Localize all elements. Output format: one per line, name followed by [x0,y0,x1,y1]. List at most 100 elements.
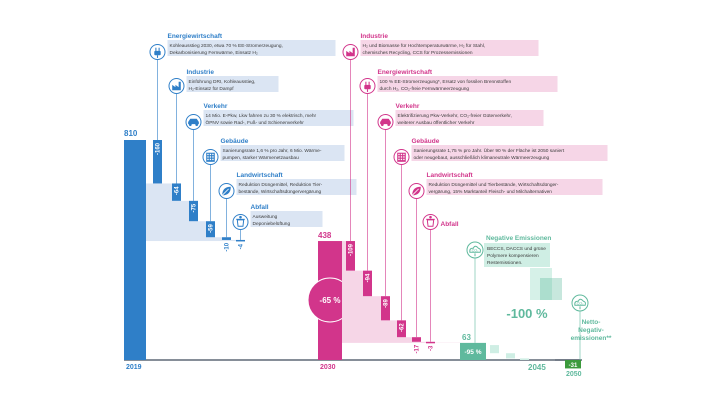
sector-title: Abfall [251,204,269,211]
icon-shape [212,158,214,161]
year-label-2045: 2045 [528,363,546,372]
bar-value: -59 [209,224,215,233]
pct-label-2030: -65 % [320,296,341,305]
desc-box [220,145,345,161]
icon-shape [365,81,367,85]
icon-shape [366,89,369,92]
icon-ring [232,214,249,230]
bar-value: -64 [175,186,181,195]
step-shade [172,200,189,242]
bar-delta-industrie [346,241,355,271]
icon-shape [221,188,229,196]
icon-shape [188,123,192,127]
sector-title: Energiewirtschaft [168,33,223,40]
icon-shape [400,153,403,156]
waste-icon [422,214,439,230]
icon-text: CO₂ [472,249,479,253]
sector-title: Landwirtschaft [237,172,284,179]
bar-value: -10 [225,242,231,251]
icon-shape [209,153,212,156]
bar-2045 [460,342,486,360]
pct-label-100: -100 % [506,306,548,321]
co2-cloud-icon: CO₂ [571,294,589,312]
leaf-icon [408,183,425,199]
step-shade [342,241,346,343]
desc-box [484,243,550,267]
bar-value: -109 [349,243,355,256]
step-shade [206,237,222,242]
icon-shape [155,47,157,51]
sector-title: Landwirtschaft [427,172,474,179]
bar-value-2050: -31 [569,363,578,369]
desc-line: 100 % EE-Stromerzeugung*, Ersatz von fos… [380,79,512,85]
bar-delta-landwirtschaft [412,337,421,342]
bar-2050 [565,360,581,369]
sector-title: Negative Emissionen [486,235,551,242]
icon-shape [207,153,209,156]
step-shade [397,337,412,343]
bar-delta-abfall [236,239,245,242]
icon-shape [346,47,355,57]
car-icon [377,114,394,130]
icon-shape [188,118,199,125]
desc-box [426,179,603,195]
bar-value-2045: 63 [462,333,471,342]
icon-shape [212,156,214,158]
icon-shape [403,156,405,158]
step-shade [490,345,499,354]
bar-value: -94 [366,273,372,282]
icon-ring [422,214,439,230]
final-label: Negativ- [578,327,604,334]
desc-line: 14 Mio. E-Pkw, Lkw fahren zu 30 % elektr… [206,113,317,119]
desc-line: Restemissionen. [487,260,522,266]
bar-delta-gebäude [206,221,215,238]
pct-label-2045: -95 % [465,349,482,356]
icon-ring [571,294,589,312]
desc-line: ÖPNV sowie Rad-, Fuß- und Schienenverkeh… [206,119,305,126]
icon-shape [364,84,371,90]
desc-line: Einführung DRI, Kohleausstieg, [189,79,256,85]
bar-delta-abfall [426,341,435,344]
building-icon [202,149,219,165]
desc-line: chemisches Recycling, CCS für Prozessemi… [363,50,473,56]
desc-box [203,110,354,126]
step-shade [189,221,206,242]
desc-box [236,179,357,195]
bar-delta-verkehr [381,296,390,321]
icon-ring [466,241,484,259]
desc-line: Elektrifizierung Pkw-Verkehr, CO₂-freier… [398,113,512,119]
icon-shape [398,156,400,158]
year-label-2030: 2030 [320,364,336,371]
step-shade [520,358,529,360]
desc-line: weiterer Ausbau öffentlicher Verkehr [398,120,475,126]
desc-line: Ausweitung [253,214,278,220]
desc-line: Polymere kompensieren [487,253,539,259]
icon-shape [209,158,212,161]
icon-shape [195,123,199,127]
bar-delta-gebäude [397,320,406,338]
step-shade [222,239,236,242]
transition-shade [530,268,552,300]
sector-title: Industrie [361,33,389,40]
icon-shape [398,158,400,161]
year-label-2050: 2050 [566,371,582,378]
desc-box [395,110,544,126]
desc-line: H₂-Einsatz für Dampf [189,86,235,92]
desc-line: Dekarbonisierung Fernwärme, Einsatz H₂ [170,50,258,56]
sector-title: Energiewirtschaft [378,69,433,76]
desc-line: durch H₂, CO₂-freie Fernwärmeerzeugung [380,86,470,92]
bar-value-2019: 810 [124,129,138,138]
building-icon [393,149,410,165]
icon-shape [429,215,432,219]
icon-shape [156,55,159,58]
desc-line: Reduktion Düngemittel und Tierbestände, … [429,182,559,188]
icon-shape [209,156,212,158]
year-label-2019: 2019 [126,364,142,371]
desc-box [377,76,558,92]
plug-icon [359,78,376,94]
icon-text: CO₂ [577,302,584,306]
co2-cloud-icon: CO₂ [466,241,484,259]
icon-shape [411,188,419,196]
desc-line: Kohleausstieg 2030, etwa 70 % EE-Stromer… [170,43,283,49]
